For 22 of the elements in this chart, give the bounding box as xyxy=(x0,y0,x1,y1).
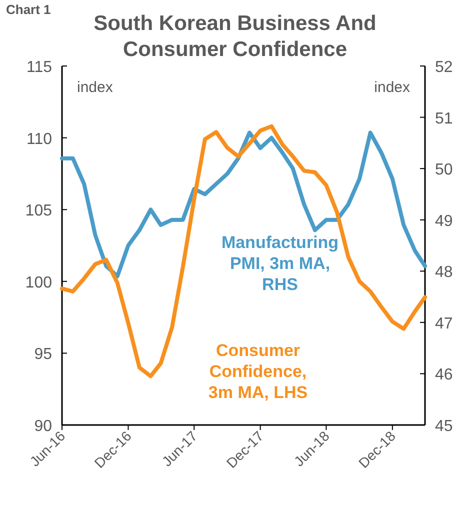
y-tick-label: 110 xyxy=(26,130,52,148)
y2-tick-label: 45 xyxy=(435,418,453,435)
y-tick-label: 105 xyxy=(25,202,52,220)
y-tick-label: 115 xyxy=(26,59,52,76)
y2-tick-label: 47 xyxy=(435,315,453,332)
line-series xyxy=(60,130,427,278)
y2-tick-label: 51 xyxy=(435,110,453,128)
line-series xyxy=(60,124,427,378)
caption: Chart 1 xyxy=(6,2,51,17)
y-tick-label: 95 xyxy=(34,346,52,364)
y2-tick-label: 49 xyxy=(435,212,453,230)
y-axis-title: index xyxy=(77,79,114,96)
y2-tick-label: 52 xyxy=(435,59,453,76)
y2-tick-label: 46 xyxy=(435,366,453,384)
y-tick-label: 90 xyxy=(34,418,52,435)
y-tick-label: 100 xyxy=(25,274,52,292)
text: Consumer Confidence, 3m MA, LHS xyxy=(208,341,308,402)
chart-title: South Korean Business And Consumer Confidence xyxy=(94,12,376,61)
series-label: Manufacturing PMI, 3m MA, RHS xyxy=(221,233,339,294)
y2-axis-title: index xyxy=(374,79,410,96)
y2-tick-label: 50 xyxy=(435,162,453,179)
y2-tick-label: 48 xyxy=(435,264,453,282)
